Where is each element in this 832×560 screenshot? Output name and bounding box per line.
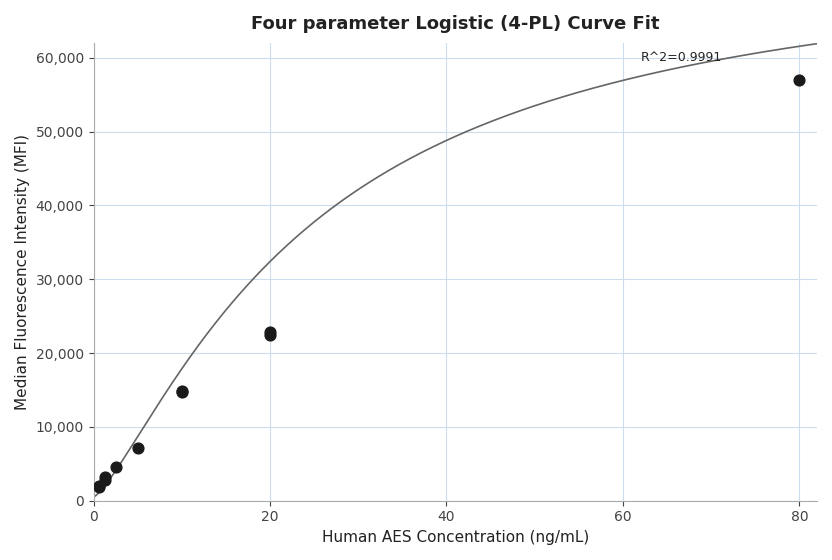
Point (264, 330, 277, 339)
Point (98, 475, 111, 484)
Point (175, 386, 188, 395)
Text: R^2=0.9991: R^2=0.9991 (641, 52, 722, 64)
Point (793, 76, 806, 85)
Point (98, 473, 111, 482)
X-axis label: Human AES Concentration (ng/mL): Human AES Concentration (ng/mL) (322, 530, 589, 545)
Point (131, 443, 144, 452)
Point (92, 482, 106, 491)
Title: Four parameter Logistic (4-PL) Curve Fit: Four parameter Logistic (4-PL) Curve Fit (251, 15, 660, 33)
Point (264, 328, 277, 337)
Y-axis label: Median Fluorescence Intensity (MFI): Median Fluorescence Intensity (MFI) (15, 134, 30, 410)
Point (92, 483, 106, 492)
Point (175, 388, 188, 396)
Point (109, 463, 122, 472)
